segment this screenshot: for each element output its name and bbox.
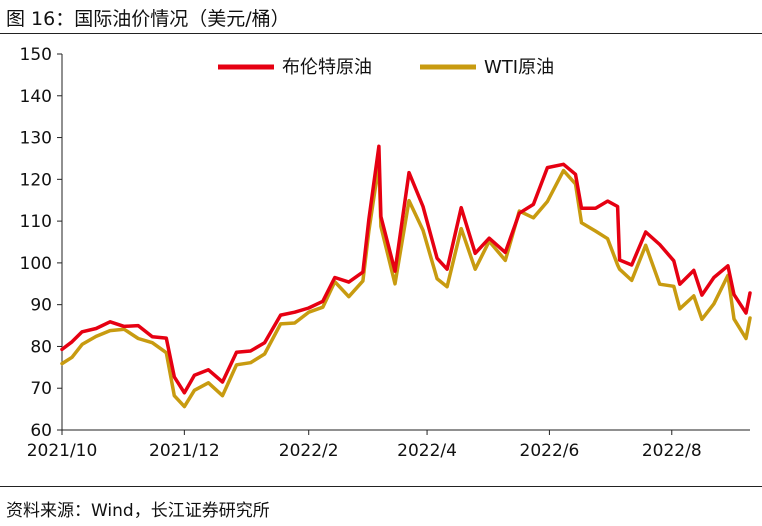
y-tick-label: 140 bbox=[20, 87, 52, 107]
y-tick-label: 110 bbox=[20, 212, 52, 232]
chart-legend: 布伦特原油 WTI原油 bbox=[218, 57, 554, 78]
chart-series bbox=[60, 144, 752, 409]
figure-title-bar: 图 16：国际油价情况（美元/桶） bbox=[0, 0, 762, 34]
y-tick-label: 70 bbox=[30, 379, 52, 399]
source-bar: 资料来源：Wind，长江证券研究所 bbox=[0, 486, 762, 526]
chart-axes: 60 70 80 90 100 110 120 130 140 150 2021/10 2021/12… bbox=[20, 45, 750, 461]
wti-series-line bbox=[60, 162, 752, 409]
x-tick-label: 2022/4 bbox=[397, 441, 457, 461]
x-tick-label: 2021/10 bbox=[27, 441, 98, 461]
x-tick-label: 2021/12 bbox=[149, 441, 220, 461]
x-tick-label: 2022/6 bbox=[520, 441, 580, 461]
y-tick-label: 80 bbox=[30, 337, 52, 357]
oil-price-chart: 60 70 80 90 100 110 120 130 140 150 2021/10 2021/12… bbox=[20, 45, 752, 461]
chart-area: 60 70 80 90 100 110 120 130 140 150 2021/10 2021/12… bbox=[0, 34, 762, 484]
y-tick-label: 60 bbox=[30, 421, 52, 441]
x-tick-label: 2022/2 bbox=[279, 441, 339, 461]
y-tick-label: 90 bbox=[30, 296, 52, 316]
legend-wti-label: WTI原油 bbox=[484, 57, 554, 78]
figure-title: 图 16：国际油价情况（美元/桶） bbox=[6, 8, 290, 30]
legend-brent-label: 布伦特原油 bbox=[282, 57, 372, 78]
x-tick-label: 2022/8 bbox=[642, 441, 702, 461]
y-tick-label: 130 bbox=[20, 129, 52, 149]
y-tick-label: 150 bbox=[20, 45, 52, 65]
y-tick-label: 120 bbox=[20, 170, 52, 190]
source-note: 资料来源：Wind，长江证券研究所 bbox=[6, 501, 270, 521]
y-tick-label: 100 bbox=[20, 254, 52, 274]
brent-series-line bbox=[60, 144, 752, 395]
